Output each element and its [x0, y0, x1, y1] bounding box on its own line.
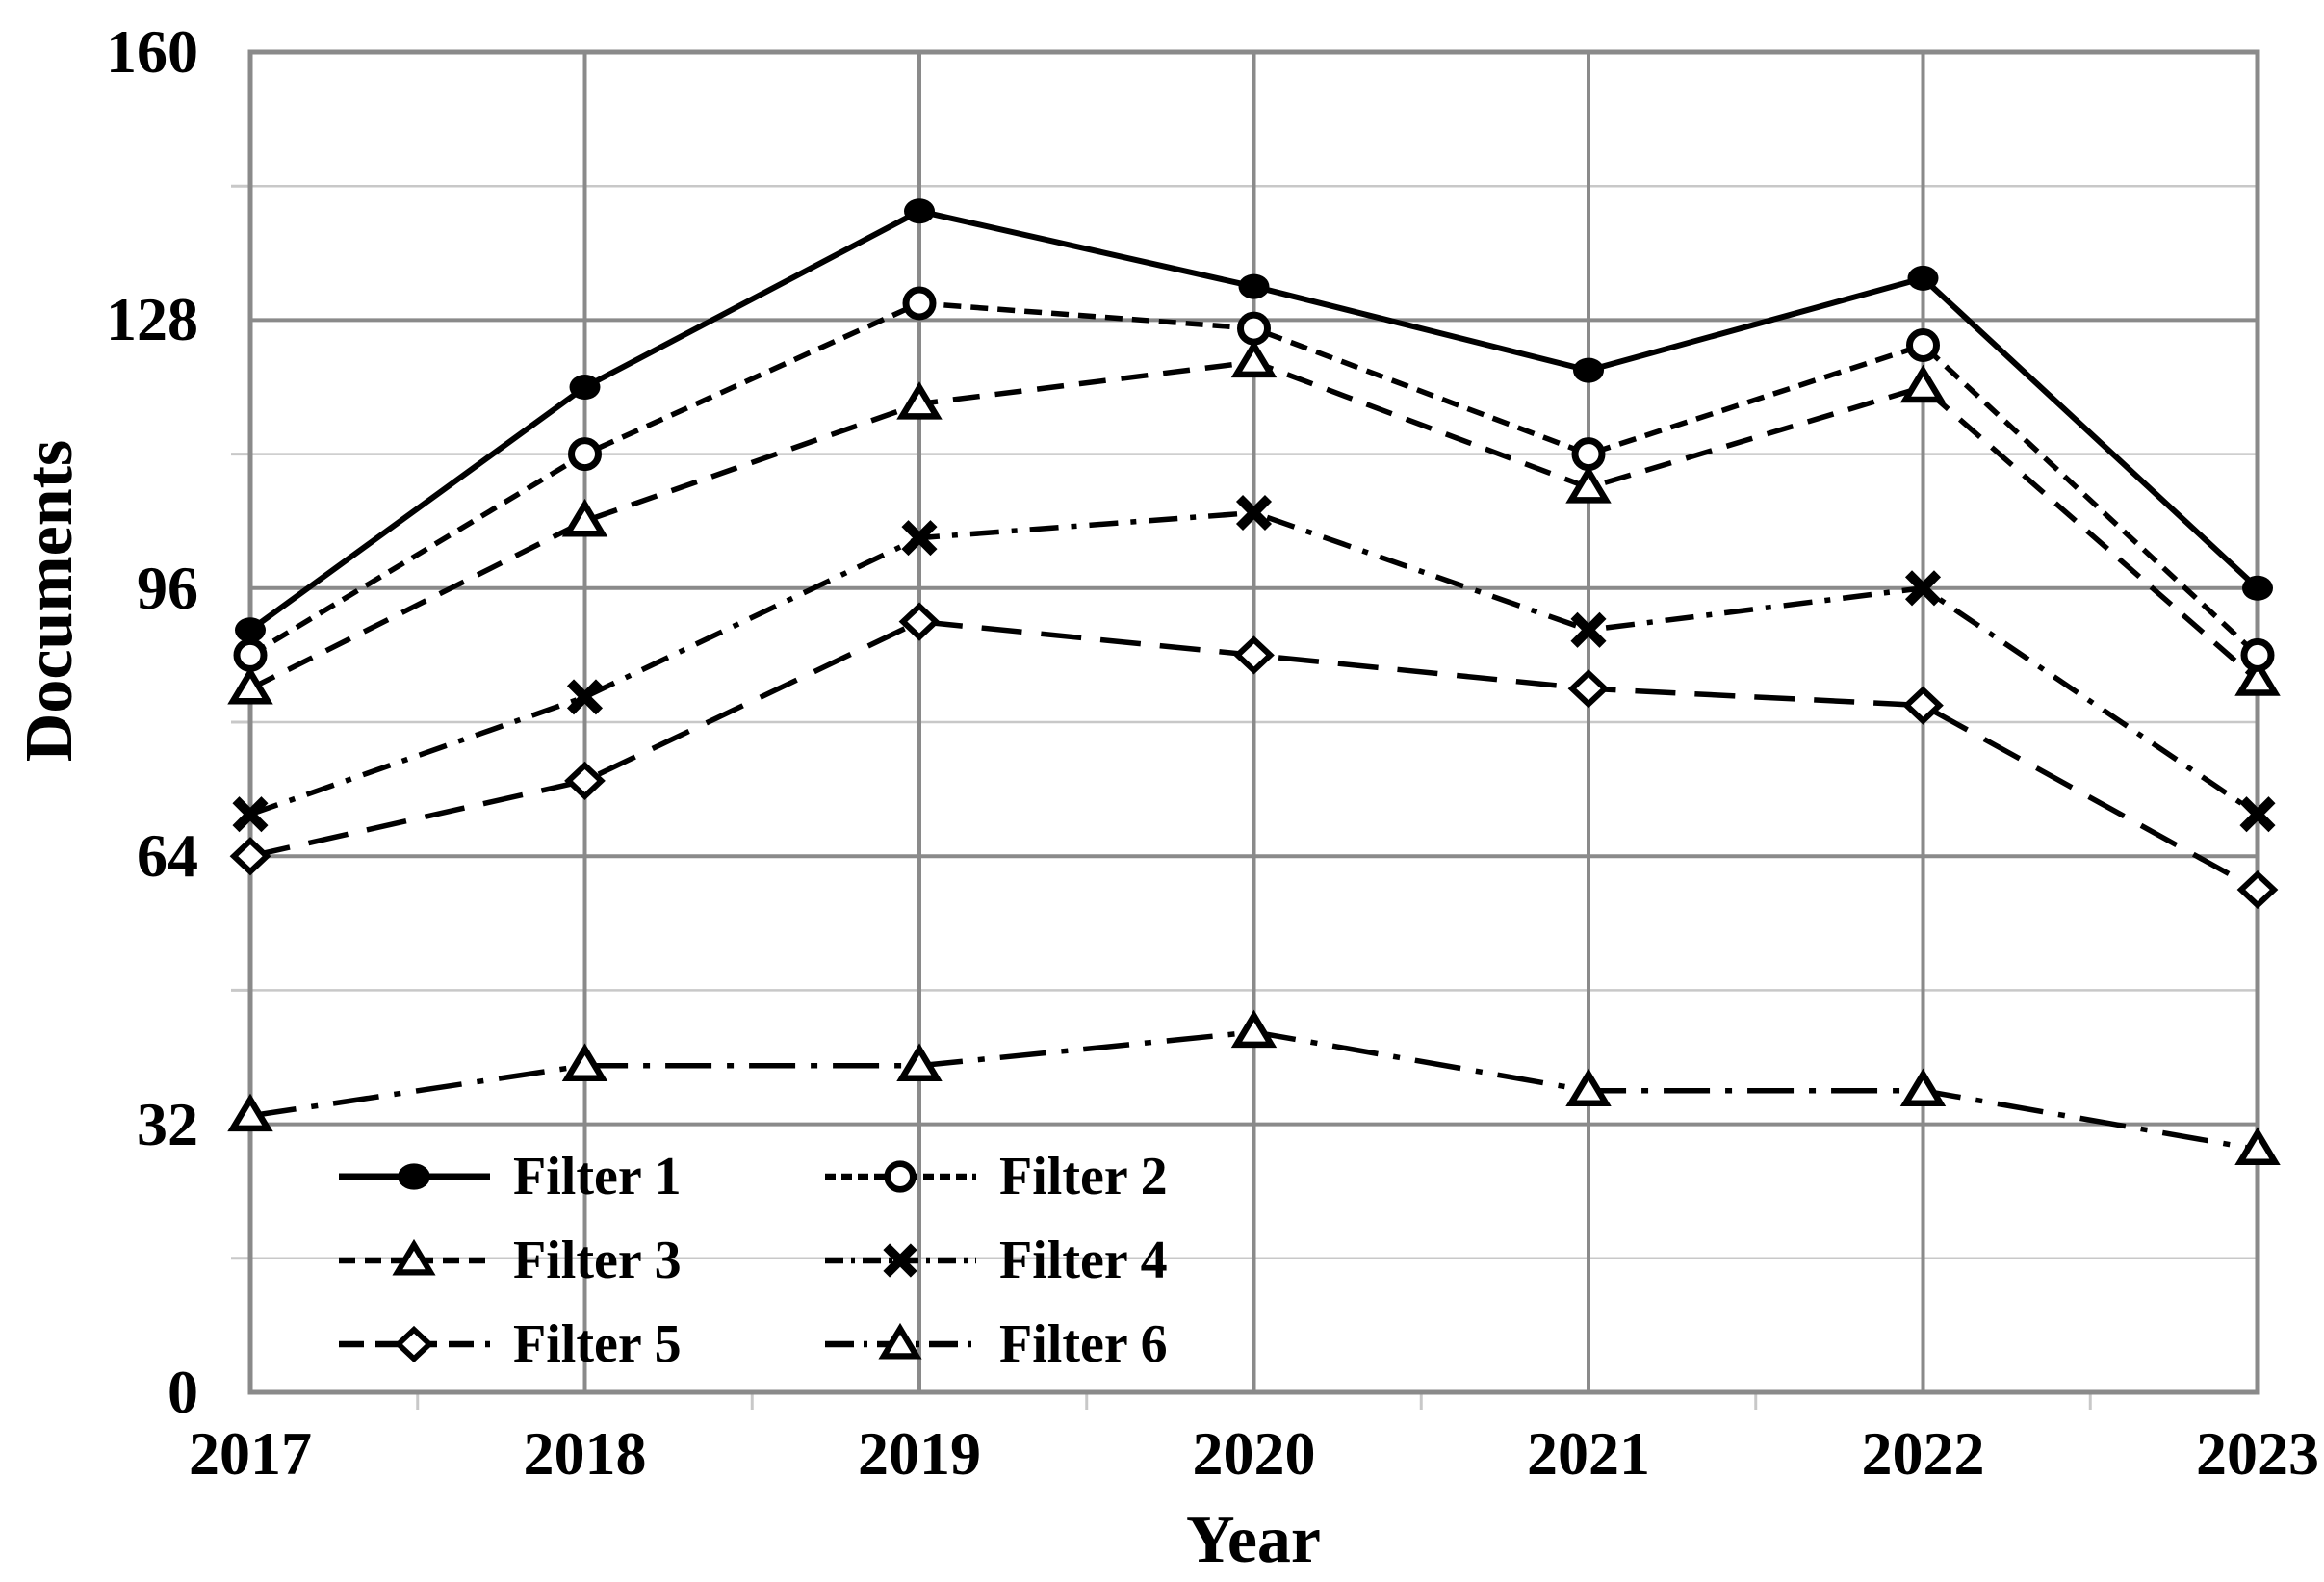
x-cross-marker	[1570, 611, 1607, 648]
legend-item-filter-4: Filter 4	[821, 1233, 1245, 1287]
legend-item-filter-1: Filter 1	[335, 1150, 821, 1204]
open-triangle-marker	[1565, 1068, 1612, 1107]
legend-swatch	[825, 1159, 976, 1193]
x-cross-marker	[1904, 570, 1942, 607]
open-triangle-marker	[392, 1238, 436, 1275]
open-triangle-marker	[227, 665, 273, 705]
open-triangle-marker	[561, 498, 608, 537]
open-triangle-marker	[2234, 658, 2281, 696]
series-filter-5	[229, 602, 2279, 910]
filled-circle-marker	[1907, 265, 1939, 291]
plot-border	[247, 49, 2260, 1395]
x-tick-label-2018: 2018	[523, 1419, 647, 1488]
legend-swatch	[339, 1238, 490, 1275]
open-triangle-marker	[1899, 364, 1947, 403]
open-triangle-marker	[896, 381, 943, 420]
filled-circle-marker	[904, 198, 935, 224]
open-triangle-marker	[1230, 1009, 1278, 1049]
series-filter-4	[232, 494, 2276, 833]
filled-circle-marker	[569, 375, 601, 400]
legend-label: Filter 2	[999, 1146, 1168, 1206]
open-triangle-marker	[896, 1043, 943, 1081]
x-tick-label-2020: 2020	[1192, 1419, 1316, 1488]
x-tick-label-2021: 2021	[1527, 1419, 1650, 1488]
series-filter-3	[227, 339, 2281, 705]
open-diamond-marker	[394, 1325, 434, 1362]
open-circle-marker	[1571, 437, 1606, 472]
y-tick-label-128: 128	[106, 285, 198, 354]
legend-item-filter-5: Filter 5	[335, 1317, 821, 1371]
x-cross-marker	[232, 796, 269, 833]
x-cross-marker	[1235, 494, 1273, 532]
x-cross-marker	[2239, 796, 2276, 833]
open-circle-marker	[884, 1159, 917, 1193]
x-tick-label-2022: 2022	[1861, 1419, 1985, 1488]
legend-label: Filter 6	[999, 1313, 1168, 1374]
open-triangle-marker	[2234, 1127, 2281, 1165]
series-filter-1	[235, 198, 2273, 643]
legend-swatch	[339, 1325, 490, 1362]
open-triangle-marker	[1565, 465, 1612, 504]
open-triangle-marker	[1899, 1068, 1947, 1107]
legend-label: Filter 5	[513, 1313, 682, 1374]
filled-circle-marker	[1238, 273, 1270, 299]
open-triangle-marker	[1230, 339, 1278, 378]
filled-circle-marker	[235, 617, 266, 643]
open-diamond-marker	[1233, 635, 1275, 675]
open-diamond-marker	[2236, 869, 2279, 910]
open-circle-marker	[902, 286, 937, 321]
y-tick-label-96: 96	[137, 553, 198, 622]
filled-circle-marker	[2242, 575, 2273, 601]
open-circle-marker	[1906, 328, 1940, 362]
y-tick-label-160: 160	[106, 17, 198, 86]
legend-swatch	[825, 1242, 976, 1278]
series-filter-2	[233, 286, 2275, 672]
filled-circle-marker	[398, 1162, 430, 1190]
x-cross-marker	[883, 1242, 917, 1278]
legend-item-filter-6: Filter 6	[821, 1317, 1245, 1371]
x-tick-label-2017: 2017	[189, 1419, 312, 1488]
series-filter-6	[227, 1009, 2281, 1165]
y-tick-label-32: 32	[137, 1089, 198, 1158]
legend-swatch	[339, 1162, 490, 1190]
open-diamond-marker	[229, 837, 271, 876]
open-triangle-marker	[227, 1093, 273, 1132]
y-tick-label-0: 0	[168, 1358, 198, 1426]
open-diamond-marker	[1902, 686, 1944, 725]
legend: Filter 1 Filter 2 Filter 3 Filter 4 Filter 5…	[335, 1134, 1245, 1386]
open-circle-marker	[568, 437, 602, 472]
legend-item-filter-3: Filter 3	[335, 1233, 821, 1287]
open-circle-marker	[233, 637, 268, 672]
open-circle-marker	[1237, 311, 1271, 346]
x-tick-label-2019: 2019	[858, 1419, 981, 1488]
x-cross-marker	[566, 679, 604, 715]
legend-label: Filter 4	[999, 1230, 1168, 1290]
legend-label: Filter 1	[513, 1146, 682, 1206]
open-triangle-marker	[878, 1322, 922, 1359]
open-diamond-marker	[898, 602, 941, 641]
x-tick-label-2023: 2023	[2196, 1419, 2319, 1488]
x-axis-title: Year	[1186, 1503, 1321, 1577]
open-circle-marker	[2240, 637, 2275, 672]
open-triangle-marker	[561, 1043, 608, 1081]
legend-item-filter-2: Filter 2	[821, 1150, 1245, 1204]
legend-swatch	[825, 1322, 976, 1359]
filled-circle-marker	[1573, 357, 1604, 383]
y-tick-label-64: 64	[137, 821, 198, 891]
open-diamond-marker	[1567, 669, 1610, 709]
x-cross-marker	[901, 520, 938, 557]
open-diamond-marker	[564, 761, 606, 801]
legend-label: Filter 3	[513, 1230, 682, 1290]
